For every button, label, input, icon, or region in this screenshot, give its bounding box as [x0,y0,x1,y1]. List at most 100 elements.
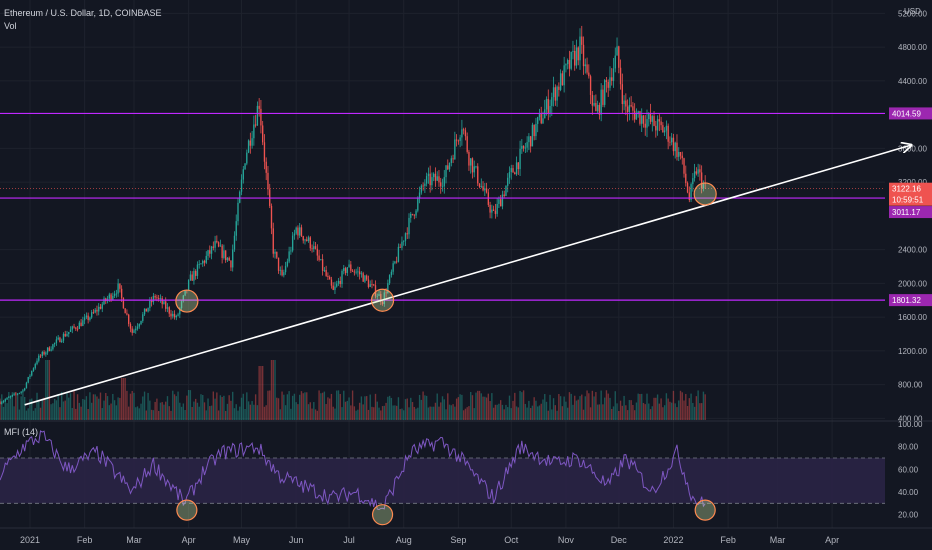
volume-bar [487,393,490,420]
volume-bar [205,410,207,420]
candle-body [464,130,467,137]
candle-body [641,115,643,124]
candle-body [447,165,449,170]
candle-body [485,188,488,193]
volume-bar [417,407,419,420]
candle-body [313,246,315,250]
volume-bar [641,393,643,420]
volume-bar [494,404,497,420]
candle-body [61,340,63,343]
volume-bar [154,401,156,420]
candle-body [256,105,259,126]
candle-body [277,257,280,271]
candle-body [50,349,52,351]
candle-body [540,113,542,124]
candle-body [29,375,31,377]
candle-body [501,194,504,207]
candle-body [595,102,597,112]
candle-body [110,294,112,300]
volume-bar [307,404,310,420]
volume-bar [203,402,206,420]
volume-bar [452,404,454,420]
candle-body [519,148,521,170]
volume-bar [625,405,627,420]
volume-bar [101,408,103,420]
candle-body [522,145,525,149]
candle-body [120,288,123,298]
volume-bar [478,390,481,420]
candle-body [1,402,3,404]
candle-body [94,309,96,313]
volume-bar [503,409,505,420]
countdown-badge-bg [889,193,932,206]
volume-bar [182,403,185,420]
touch-point-marker [693,182,717,206]
candle-body [293,233,296,236]
volume-bar [531,405,534,420]
currency-label: USD [904,7,921,16]
candle-body [478,183,481,187]
volume-bar [383,405,386,420]
volume-bar [258,366,260,420]
volume-bar [226,403,229,420]
candle-body [281,269,283,276]
volume-bar [584,396,586,420]
volume-bar [662,407,664,420]
candle-body [31,370,33,376]
volume-bar [177,391,179,420]
level-low-badge: 1801.32 [892,296,921,305]
candle-body [39,355,42,357]
volume-bar [223,395,225,420]
candle-body [232,249,234,268]
candle-body [556,86,558,101]
candle-body [607,81,609,88]
volume-bar [297,404,299,420]
volume-bar [57,393,59,420]
volume-bar [69,393,72,420]
candle-body [288,251,290,262]
volume-bar [80,406,82,420]
mfi-legend[interactable]: MFI (14) [4,427,39,437]
volume-legend[interactable]: Vol [4,21,17,31]
candle-body [653,116,655,126]
candle-body [325,270,327,276]
candle-body [286,261,289,267]
candle-body [461,129,463,138]
volume-bar [604,397,606,420]
volume-bar [422,391,424,420]
volume-bar [457,397,460,420]
candle-body [263,142,266,162]
volume-bar [366,396,368,420]
volume-bar [140,403,142,420]
volume-bar [119,397,121,420]
volume-bar [415,408,417,420]
volume-bar [554,405,557,420]
level-mid-badge-bg [889,206,932,219]
candle-body [424,183,426,186]
candle-body [642,115,645,124]
candle-body [411,213,414,215]
volume-bar [367,409,370,420]
volume-bar [480,393,482,420]
candle-body [492,209,495,211]
symbol-title[interactable]: Ethereum / U.S. Dollar, 1D, COINBASE [4,8,162,18]
volume-bar [501,404,504,420]
candle-body [415,210,417,216]
candle-body [655,125,657,131]
candle-body [323,270,326,271]
candle-body [45,352,47,355]
volume-bar [607,393,609,420]
candle-body [195,270,197,276]
volume-bar [408,407,410,420]
volume-bar [505,404,507,420]
candle-body [327,275,329,277]
volume-bar [295,402,297,420]
candle-body [103,298,105,305]
candle-body [126,313,128,315]
volume-bar [381,406,384,420]
volume-bar [320,393,322,420]
mfi-axis-label: 20.00 [898,511,919,520]
volume-bar [239,406,241,420]
candle-body [92,312,95,314]
